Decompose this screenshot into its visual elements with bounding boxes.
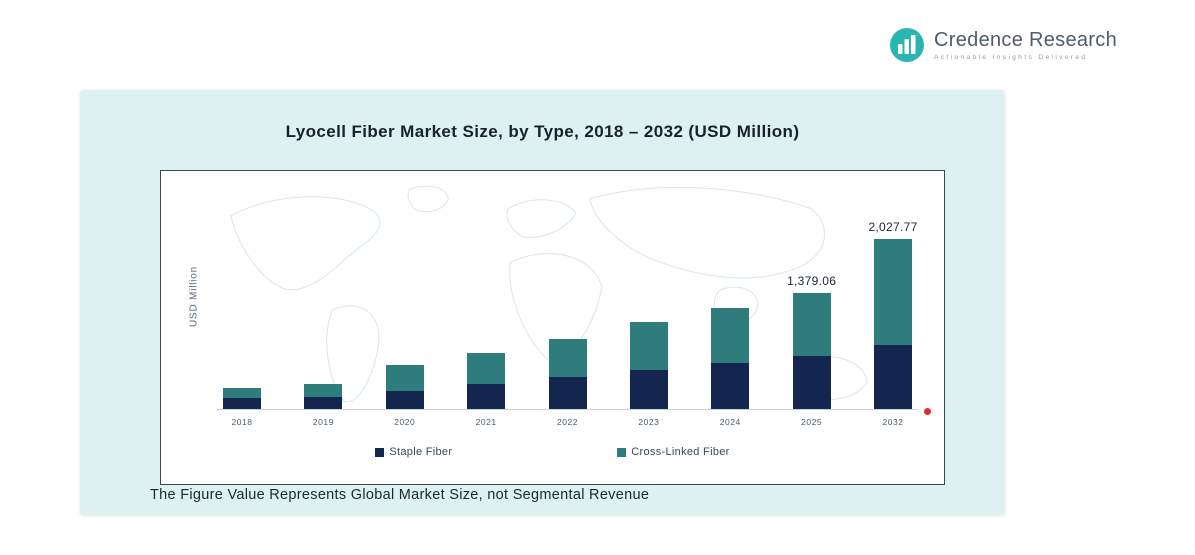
bar-group: 2021	[467, 224, 506, 427]
bar-stack	[223, 388, 261, 409]
bar-segment-cross-linked-fiber	[467, 353, 506, 385]
bar-segment-staple-fiber	[467, 384, 506, 409]
x-tick-label: 2024	[719, 417, 741, 427]
bar-group: 2,027.77 2032	[868, 220, 917, 427]
x-axis-baseline	[217, 409, 918, 410]
bar-stack	[711, 308, 750, 409]
bar-group: 2019	[304, 224, 343, 427]
bar-stack	[629, 322, 668, 409]
bar-group: 2020	[385, 224, 424, 427]
plot-area: USD Million 2018 2019 2020 2021 2022 2023 2024…	[160, 170, 945, 485]
logo-name: Credence Research	[934, 29, 1117, 51]
baseline-end-dot	[924, 408, 931, 415]
legend-label: Cross-Linked Fiber	[631, 446, 730, 458]
credence-research-logo: Credence Research Actionable Insights De…	[888, 26, 1117, 64]
bar-group: 2024	[711, 224, 750, 427]
x-tick-label: 2019	[312, 417, 334, 427]
bar-group: 1,379.06 2025	[787, 224, 836, 427]
bar-segment-staple-fiber	[385, 391, 424, 409]
bar-stack	[874, 239, 912, 409]
chart-footnote: The Figure Value Represents Global Marke…	[150, 487, 650, 503]
bar-value-label: 2,027.77	[868, 220, 918, 235]
legend-label: Staple Fiber	[389, 446, 453, 458]
bar-stack	[548, 338, 587, 409]
y-axis-label: USD Million	[188, 265, 200, 328]
bar-group: 2018	[223, 224, 261, 427]
legend-swatch-icon	[375, 447, 385, 457]
bar-segment-cross-linked-fiber	[223, 388, 261, 398]
bar-segment-staple-fiber	[304, 396, 343, 409]
chart-panel: Lyocell Fiber Market Size, by Type, 2018…	[80, 90, 1005, 515]
legend-item: Staple Fiber	[375, 446, 452, 458]
logo-tagline: Actionable Insights Delivered	[934, 54, 1088, 61]
bar-value-label: 1,379.06	[787, 274, 837, 289]
x-tick-label: 2032	[882, 417, 904, 427]
bar-segment-staple-fiber	[548, 376, 587, 409]
bar-segment-staple-fiber	[711, 362, 750, 409]
x-tick-label: 2018	[231, 417, 253, 427]
chart-title: Lyocell Fiber Market Size, by Type, 2018…	[285, 122, 800, 141]
chart-legend: Staple Fiber Cross-Linked Fiber	[161, 446, 944, 458]
bar-segment-cross-linked-fiber	[385, 365, 424, 391]
legend-item: Cross-Linked Fiber	[617, 446, 729, 458]
bar-group: 2022	[548, 224, 587, 427]
legend-swatch-icon	[617, 447, 627, 457]
x-tick-label: 2020	[394, 417, 416, 427]
bar-chart-circle-icon	[890, 28, 925, 62]
bar-segment-staple-fiber	[792, 356, 831, 409]
x-tick-label: 2022	[557, 417, 578, 427]
x-tick-label: 2025	[801, 417, 823, 427]
x-tick-label: 2023	[638, 417, 660, 427]
bar-stack	[385, 365, 424, 409]
bar-segment-cross-linked-fiber	[711, 308, 750, 363]
logo-text: Credence Research Actionable Insights De…	[934, 29, 1117, 61]
bar-segment-cross-linked-fiber	[304, 383, 343, 397]
bar-stack	[467, 353, 506, 409]
bar-segment-cross-linked-fiber	[629, 322, 668, 370]
bar-segment-cross-linked-fiber	[874, 239, 912, 345]
x-tick-label: 2021	[475, 417, 497, 427]
bar-segment-staple-fiber	[874, 344, 912, 409]
bar-segment-staple-fiber	[629, 369, 668, 409]
bar-group: 2023	[629, 224, 668, 427]
bar-segment-cross-linked-fiber	[548, 338, 587, 377]
bars-row: 2018 2019 2020 2021 2022 2023 2024 1,379.06 2025…	[223, 220, 917, 427]
bar-stack	[304, 383, 343, 409]
world-map-background	[230, 185, 868, 403]
bar-stack	[792, 293, 831, 409]
bar-segment-staple-fiber	[223, 397, 261, 409]
bar-segment-cross-linked-fiber	[792, 293, 831, 357]
